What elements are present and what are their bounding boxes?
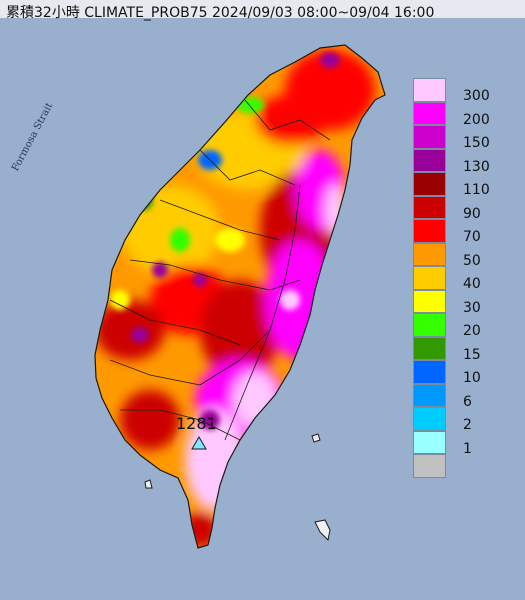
lanyu-island [314, 519, 331, 542]
legend-swatch [413, 172, 446, 196]
legend-row: 40 [413, 266, 519, 292]
legend-label: 90 [463, 205, 481, 222]
green-island [311, 433, 321, 443]
legend-row: 1 [413, 430, 519, 457]
legend-row: 30 [413, 289, 519, 316]
legend-swatch [413, 195, 446, 219]
legend-label: 300 [463, 88, 490, 104]
legend-swatch [413, 407, 446, 431]
legend-swatch [413, 360, 446, 384]
map-title: 累積32小時 CLIMATE_PROB75 2024/09/03 08:00~0… [6, 5, 435, 21]
legend-swatch [413, 101, 446, 125]
title-bar [0, 0, 525, 18]
legend-row: 70 [413, 219, 519, 245]
legend-swatch [413, 313, 446, 337]
legend-row: 90 [413, 195, 519, 222]
triangle-station-icon [191, 436, 207, 450]
legend-swatch [413, 454, 446, 478]
legend-swatch [413, 289, 446, 313]
legend-row: 300 [413, 78, 519, 104]
legend-label: 50 [463, 252, 481, 269]
legend-label: 6 [463, 393, 472, 410]
legend-row: 110 [413, 172, 519, 198]
legend-row: 6 [413, 383, 519, 410]
legend-label: 15 [463, 346, 481, 363]
legend-row: 150 [413, 125, 519, 151]
legend-label: 2 [463, 417, 472, 433]
legend-row: 15 [413, 336, 519, 363]
legend-label: 200 [463, 111, 490, 128]
legend-row: 200 [413, 101, 519, 128]
legend-swatch [413, 78, 446, 102]
legend-row [413, 454, 519, 478]
legend-label: 1 [463, 440, 472, 457]
peak-value-label: 1281 [176, 414, 217, 433]
legend-label: 70 [463, 229, 481, 245]
legend-swatch [413, 266, 446, 290]
legend-label: 10 [463, 370, 481, 386]
color-legend: 300 200 150 130 110 90 70 50 40 30 20 15 10 6 2 1 [413, 78, 519, 478]
legend-label: 30 [463, 299, 481, 316]
legend-swatch [413, 242, 446, 266]
legend-label: 110 [463, 182, 490, 198]
legend-swatch [413, 430, 446, 454]
legend-swatch [413, 219, 446, 243]
legend-swatch [413, 125, 446, 149]
legend-row: 2 [413, 407, 519, 433]
legend-row: 10 [413, 360, 519, 386]
legend-swatch [413, 148, 446, 172]
taiwan-coastline [94, 44, 386, 549]
legend-label: 150 [463, 135, 490, 151]
legend-row: 50 [413, 242, 519, 269]
legend-label: 40 [463, 276, 481, 292]
liuqiu-island [144, 479, 153, 489]
county-borders [109, 99, 331, 441]
legend-label: 20 [463, 323, 481, 339]
legend-swatch [413, 383, 446, 407]
legend-row: 130 [413, 148, 519, 175]
legend-label: 130 [463, 158, 490, 175]
legend-swatch [413, 336, 446, 360]
legend-row: 20 [413, 313, 519, 339]
